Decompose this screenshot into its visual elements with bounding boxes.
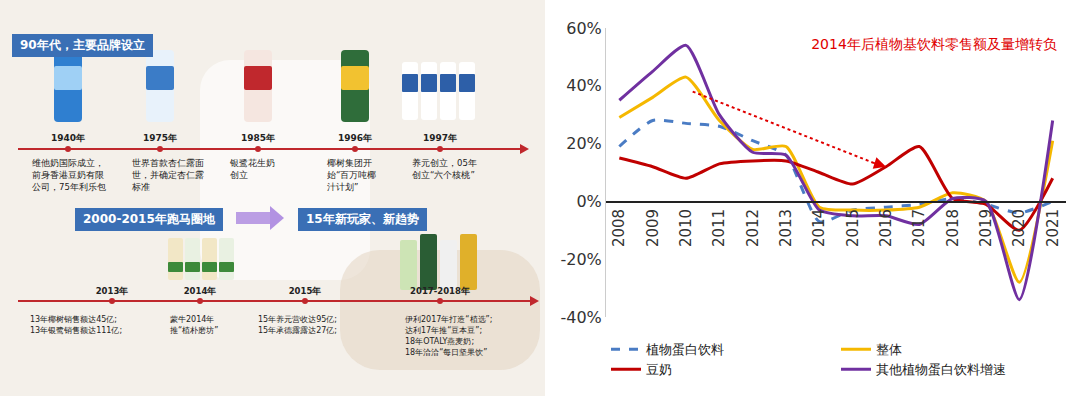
html-text:椰树集团开: 椰树集团开 <box>327 158 372 168</box>
html-text:标准: 标准 <box>132 182 150 192</box>
svg-text:整体: 整体 <box>876 342 902 357</box>
html-text:90年代，主要品牌设立: 90年代，主要品牌设立 <box>20 38 145 52</box>
html-text:2013年: 2013年 <box>95 286 129 296</box>
html-text:前身香港豆奶有限: 前身香港豆奶有限 <box>32 170 104 180</box>
html-text:2015年: 2015年 <box>288 286 322 296</box>
svg-text:-20%: -20% <box>560 250 601 269</box>
svg-text:豆奶: 豆奶 <box>646 362 672 377</box>
html-text:世界首款杏仁露面: 世界首款杏仁露面 <box>132 158 204 168</box>
svg-text:-40%: -40% <box>560 308 601 327</box>
svg-text:2012: 2012 <box>744 209 762 247</box>
svg-text:2020: 2020 <box>1010 209 1028 247</box>
html-text:维他奶国际成立，: 维他奶国际成立， <box>32 158 104 168</box>
svg-text:2010: 2010 <box>677 209 695 247</box>
svg-text:2015: 2015 <box>844 209 862 247</box>
html-text:2000-2015年跑马圈地: 2000-2015年跑马圈地 <box>83 212 215 226</box>
svg-text:2008: 2008 <box>610 209 628 247</box>
svg-text:2017: 2017 <box>910 209 928 247</box>
html-text:公司，75年利乐包: 公司，75年利乐包 <box>32 182 106 192</box>
html-text:18年洽洽“每日坚果饮”: 18年洽洽“每日坚果饮” <box>405 348 488 357</box>
svg-text:2013: 2013 <box>777 209 795 247</box>
svg-text:2011: 2011 <box>710 209 728 247</box>
html-text:创立“六个核桃”: 创立“六个核桃” <box>412 170 475 180</box>
svg-text:2019: 2019 <box>977 209 995 247</box>
svg-text:植物蛋白饮料: 植物蛋白饮料 <box>646 342 724 357</box>
svg-text:2016: 2016 <box>877 209 895 247</box>
html-text:13年椰树销售额达45亿;: 13年椰树销售额达45亿; <box>30 315 118 324</box>
html-text:达利17年推“豆本豆”;: 达利17年推“豆本豆”; <box>405 326 483 335</box>
svg-text:2009: 2009 <box>644 209 662 247</box>
html-text:银鹭花生奶: 银鹭花生奶 <box>230 158 275 168</box>
html-text:1996年: 1996年 <box>338 133 372 143</box>
html-text:13年银鹭销售额达111亿;: 13年银鹭销售额达111亿; <box>30 326 123 335</box>
svg-text:40%: 40% <box>566 76 602 95</box>
html-text:汁计划”: 汁计划” <box>327 182 359 192</box>
html-text:1975年: 1975年 <box>143 133 177 143</box>
html-text:2017-2018年: 2017-2018年 <box>410 286 470 296</box>
html-text:1997年: 1997年 <box>423 133 457 143</box>
html-text:2014年: 2014年 <box>183 286 217 296</box>
html-text:始“百万吨椰: 始“百万吨椰 <box>327 170 377 180</box>
html-text:1985年: 1985年 <box>241 133 275 143</box>
html-text:蒙牛2014年: 蒙牛2014年 <box>170 315 215 324</box>
html-text:世，并确定杏仁露: 世，并确定杏仁露 <box>132 170 204 180</box>
html-text:15年新玩家、新趋势: 15年新玩家、新趋势 <box>306 212 419 226</box>
html-text:创立: 创立 <box>230 170 248 180</box>
html-text:1940年: 1940年 <box>51 133 85 143</box>
svg-text:60%: 60% <box>566 19 602 38</box>
html-text:推“植朴磨坊”: 推“植朴磨坊” <box>170 326 219 335</box>
html-text:15年养元营收达95亿;: 15年养元营收达95亿; <box>258 315 338 324</box>
html-text:15年承德露露达27亿;: 15年承德露露达27亿; <box>258 326 338 335</box>
svg-text:2014年后植物基饮料零售额及量增转负: 2014年后植物基饮料零售额及量增转负 <box>811 36 1057 52</box>
svg-text:2018: 2018 <box>944 209 962 247</box>
svg-text:20%: 20% <box>566 134 602 153</box>
svg-text:2014: 2014 <box>810 209 828 247</box>
html-text:养元创立，05年: 养元创立，05年 <box>412 158 477 168</box>
html-text:伊利2017年打造“植选”;: 伊利2017年打造“植选”; <box>405 315 493 324</box>
svg-text:其他植物蛋白饮料增速: 其他植物蛋白饮料增速 <box>876 362 1006 377</box>
svg-text:0%: 0% <box>576 192 601 211</box>
html-text:18年OTALY燕麦奶;: 18年OTALY燕麦奶; <box>405 337 475 346</box>
svg-text:2021: 2021 <box>1044 209 1062 247</box>
